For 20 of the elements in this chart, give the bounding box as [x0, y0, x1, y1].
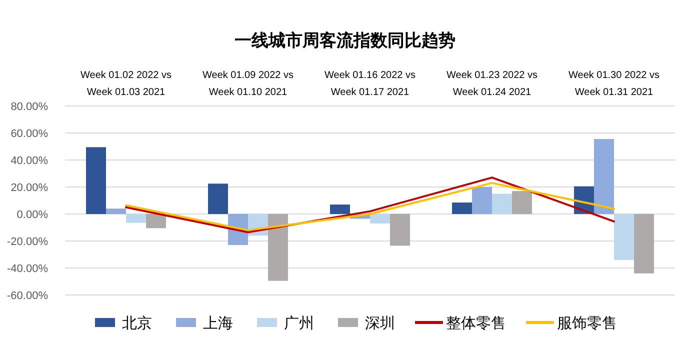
y-tick-label: 60.00%	[10, 128, 48, 140]
x-tick-label: Week 01.09 2022 vs Week 01.10 2021	[202, 70, 294, 98]
legend-label: 服饰零售	[557, 315, 617, 332]
legend-label: 上海	[203, 315, 233, 332]
y-tick-label: 40.00%	[10, 155, 48, 167]
legend-label: 整体零售	[446, 315, 506, 332]
y-tick-label: -40.00%	[7, 263, 48, 275]
y-tick-label: 20.00%	[10, 182, 48, 194]
x-tick-label: Week 01.02 2022 vs Week 01.03 2021	[80, 70, 172, 98]
y-tick-label: -60.00%	[7, 290, 48, 302]
y-tick-label: 0.00%	[16, 209, 48, 221]
y-tick-label: -20.00%	[7, 236, 48, 248]
legend-label: 北京	[122, 315, 152, 332]
legend-label: 广州	[284, 315, 314, 332]
title: 一线城市周客流指数同比趋势	[234, 31, 456, 50]
x-tick-label: Week 01.30 2022 vs Week 01.31 2021	[568, 70, 660, 98]
x-tick-label: Week 01.16 2022 vs Week 01.17 2021	[324, 70, 416, 98]
y-tick-label: 80.00%	[10, 101, 48, 113]
x-tick-label: Week 01.23 2022 vs Week 01.24 2021	[446, 70, 538, 98]
legend-label: 深圳	[365, 315, 395, 332]
